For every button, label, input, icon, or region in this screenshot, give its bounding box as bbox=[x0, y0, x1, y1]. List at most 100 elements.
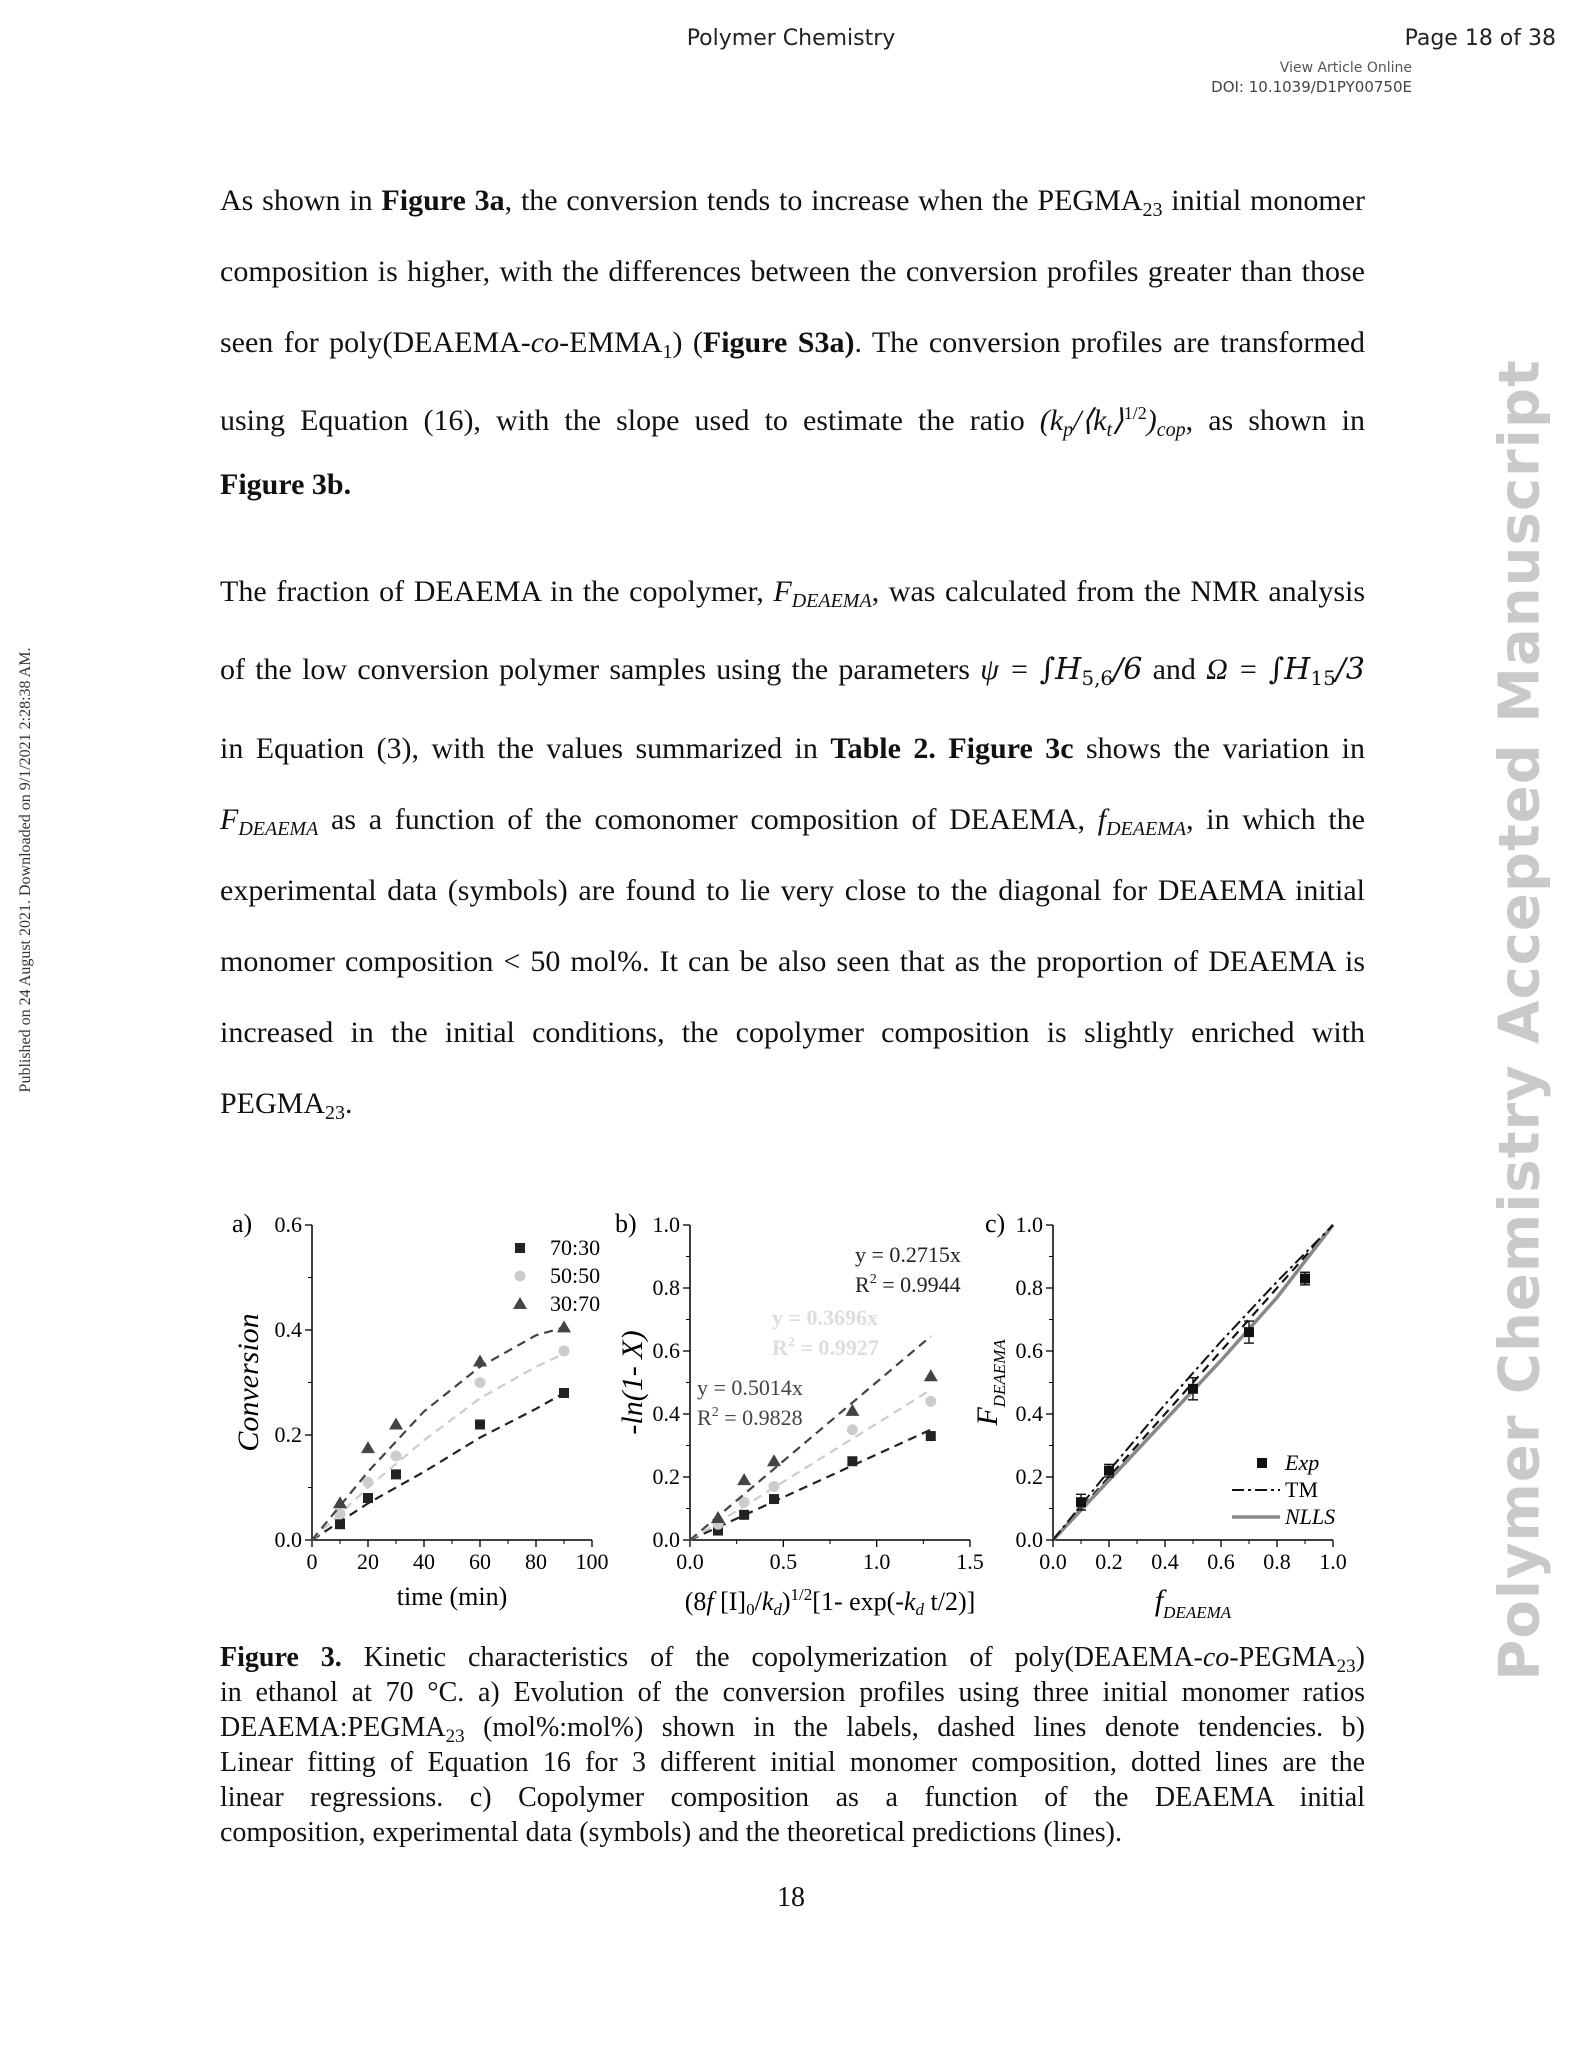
c-data-point-exp bbox=[1076, 1497, 1086, 1508]
b-data-point-1 bbox=[925, 1395, 937, 1407]
b-fit-equation-0: y = 0.2715x bbox=[855, 1242, 961, 1267]
b-x-axis-label: (8f [I]0/kd)1/2[1- exp(-kd t/2)] bbox=[685, 1585, 976, 1619]
c-tm-line bbox=[1052, 1224, 1334, 1541]
p2-line-1: The fraction of DEAEMA in the copolymer,… bbox=[220, 575, 1366, 612]
b-data-point-2 bbox=[737, 1473, 752, 1486]
p1-line-5: Figure 3b. bbox=[220, 468, 352, 501]
a-legend-label-30:70: 30:70 bbox=[550, 1291, 600, 1316]
caption-line-1: Figure 3. Kinetic characteristics of the… bbox=[220, 1642, 1365, 1677]
b-x-tick-label: 0.0 bbox=[676, 1549, 704, 1574]
a-y-axis-label: Conversion bbox=[232, 1313, 265, 1451]
a-data-point-30:70 bbox=[473, 1354, 487, 1367]
a-y-tick-label: 0.2 bbox=[275, 1422, 303, 1447]
a-x-tick-label: 60 bbox=[469, 1549, 491, 1574]
a-data-point-50:50 bbox=[474, 1377, 486, 1388]
b-data-point-0 bbox=[847, 1456, 858, 1467]
publication-stamp: Published on 24 August 2021. Downloaded … bbox=[17, 647, 34, 1093]
caption-line-4: Linear fitting of Equation 16 for 3 diff… bbox=[220, 1747, 1365, 1778]
c-x-tick-label: 0.6 bbox=[1207, 1549, 1235, 1574]
page-indicator: Page 18 of 38 bbox=[1404, 26, 1556, 51]
c-x-tick-label: 0.2 bbox=[1095, 1549, 1123, 1574]
b-x-tick-label: 0.5 bbox=[770, 1549, 798, 1574]
b-fit-equation-2: y = 0.5014x bbox=[697, 1375, 803, 1400]
a-data-point-70:30 bbox=[559, 1388, 569, 1398]
c-y-axis-label: FDEAEMA bbox=[971, 1339, 1009, 1427]
c-data-point-exp bbox=[1300, 1273, 1310, 1284]
view-article-online-link[interactable]: View Article Online bbox=[1279, 60, 1412, 76]
a-data-point-50:50 bbox=[558, 1345, 570, 1357]
p2-line-2: of the low conversion polymer samples us… bbox=[220, 652, 1365, 690]
a-data-point-30:70 bbox=[557, 1320, 571, 1333]
b-data-point-0 bbox=[739, 1509, 750, 1520]
b-data-point-0 bbox=[925, 1431, 936, 1442]
b-y-axis-label: -ln(1- X) bbox=[616, 1330, 649, 1434]
a-trend-line-50:50 bbox=[311, 1352, 565, 1541]
a-data-point-30:70 bbox=[361, 1441, 375, 1454]
a-data-point-50:50 bbox=[390, 1450, 402, 1462]
a-panel-label: a) bbox=[232, 1209, 252, 1238]
b-fit-line-0 bbox=[689, 1428, 932, 1542]
doi-link[interactable]: DOI: 10.1039/D1PY00750E bbox=[1211, 78, 1412, 96]
c-y-tick-label: 0.4 bbox=[1016, 1401, 1044, 1426]
a-data-point-70:30 bbox=[335, 1519, 345, 1530]
a-data-point-70:30 bbox=[363, 1493, 373, 1503]
a-x-tick-label: 100 bbox=[576, 1549, 609, 1574]
b-y-tick-label: 0.0 bbox=[653, 1527, 681, 1552]
panel-b-linear-fit-chart: 0.0 0.5 1.0 1.5 0.0 0.2 0.4 0.6 0.8 1.0 b) -ln(1- X… bbox=[615, 1209, 984, 1619]
c-x-tick-label: 0.0 bbox=[1039, 1549, 1067, 1574]
p1-line-3: seen for poly(DEAEMA-co-EMMA1) (Figure S… bbox=[220, 326, 1366, 363]
a-data-point-30:70 bbox=[389, 1417, 403, 1430]
c-y-tick-label: 0.0 bbox=[1016, 1527, 1044, 1552]
b-data-point-2 bbox=[767, 1454, 781, 1467]
c-y-tick-label: 0.6 bbox=[1016, 1338, 1044, 1363]
p1-line-4: using Equation (16), with the slope used… bbox=[220, 403, 1365, 441]
b-fit-line-1 bbox=[689, 1388, 932, 1541]
b-y-tick-label: 1.0 bbox=[653, 1212, 681, 1237]
b-data-point-1 bbox=[768, 1480, 780, 1492]
a-trend-line-70:30 bbox=[311, 1392, 565, 1541]
a-legend-marker-70:30 bbox=[515, 1243, 525, 1253]
c-x-tick-label: 0.8 bbox=[1263, 1549, 1291, 1574]
b-data-point-1 bbox=[712, 1518, 724, 1530]
p2-line-7: increased in the initial conditions, the… bbox=[220, 1016, 1365, 1049]
c-legend-label-exp: Exp bbox=[1284, 1450, 1319, 1475]
a-y-tick-label: 0.6 bbox=[275, 1212, 303, 1237]
a-x-tick-label: 0 bbox=[307, 1549, 318, 1574]
a-data-point-30:70 bbox=[333, 1496, 347, 1509]
c-panel-label: c) bbox=[985, 1209, 1005, 1238]
b-panel-label: b) bbox=[615, 1209, 637, 1238]
c-diagonal-line bbox=[1052, 1224, 1334, 1541]
p2-line-6: monomer composition < 50 mol%. It can be… bbox=[220, 945, 1365, 978]
caption-line-3: DEAEMA:PEGMA23 (mol%:mol%) shown in the … bbox=[220, 1712, 1365, 1747]
p1-line-2: composition is higher, with the differen… bbox=[220, 255, 1365, 288]
a-data-point-50:50 bbox=[334, 1508, 346, 1520]
c-x-axis-label: fDEAEMA bbox=[1155, 1584, 1232, 1622]
p2-line-4: FDEAEMA as a function of the comonomer c… bbox=[220, 803, 1365, 840]
b-fit-r2-1: R2 = 0.9927 bbox=[772, 1335, 879, 1360]
b-data-point-2 bbox=[923, 1369, 938, 1382]
b-data-point-2 bbox=[845, 1403, 860, 1416]
p2-line-8: PEGMA23. bbox=[220, 1087, 353, 1124]
a-x-tick-label: 20 bbox=[357, 1549, 379, 1574]
caption-line-2: in ethanol at 70 °C. a) Evolution of the… bbox=[220, 1677, 1365, 1708]
b-data-point-1 bbox=[846, 1424, 858, 1436]
a-data-point-70:30 bbox=[391, 1469, 401, 1480]
b-data-point-2 bbox=[711, 1510, 725, 1523]
c-legend-marker-exp bbox=[1257, 1458, 1267, 1468]
c-x-tick-label: 0.4 bbox=[1151, 1549, 1179, 1574]
a-legend-marker-50:50 bbox=[514, 1270, 526, 1282]
c-y-tick-label: 0.2 bbox=[1016, 1464, 1044, 1489]
c-legend-label-nlls: NLLS bbox=[1284, 1504, 1335, 1529]
p2-line-3: in Equation (3), with the values summari… bbox=[220, 732, 1365, 765]
ratio-formula: (kp/⟨kt⟩1/2)cop bbox=[1039, 403, 1186, 441]
page-number: 18 bbox=[777, 1882, 805, 1913]
p2-line-5: experimental data (symbols) are found to… bbox=[220, 874, 1365, 907]
p1-line-1: As shown in Figure 3a, the conversion te… bbox=[220, 184, 1366, 221]
b-fit-line-2 bbox=[689, 1335, 932, 1541]
c-data-point-exp bbox=[1104, 1465, 1114, 1476]
b-data-point-0 bbox=[769, 1494, 779, 1505]
caption-line-6: composition, experimental data (symbols)… bbox=[220, 1817, 1122, 1848]
b-data-point-0 bbox=[713, 1525, 723, 1536]
c-y-tick-label: 0.8 bbox=[1016, 1275, 1044, 1300]
a-x-tick-label: 80 bbox=[525, 1549, 547, 1574]
